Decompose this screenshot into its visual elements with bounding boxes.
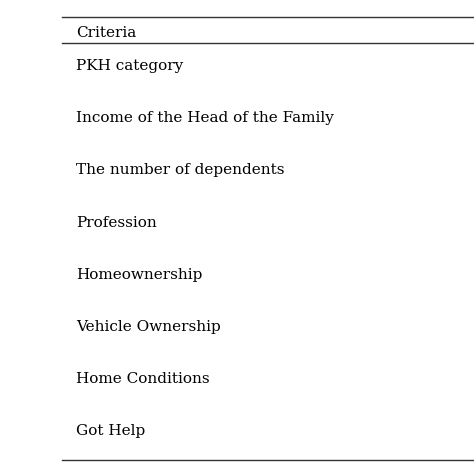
Text: PKH category: PKH category bbox=[76, 59, 183, 73]
Text: Profession: Profession bbox=[76, 216, 156, 229]
Text: Income of the Head of the Family: Income of the Head of the Family bbox=[76, 111, 334, 125]
Text: Got Help: Got Help bbox=[76, 424, 145, 438]
Text: Criteria: Criteria bbox=[76, 26, 136, 40]
Text: Vehicle Ownership: Vehicle Ownership bbox=[76, 320, 220, 334]
Text: Home Conditions: Home Conditions bbox=[76, 372, 210, 386]
Text: Homeownership: Homeownership bbox=[76, 268, 202, 282]
Text: The number of dependents: The number of dependents bbox=[76, 164, 284, 177]
